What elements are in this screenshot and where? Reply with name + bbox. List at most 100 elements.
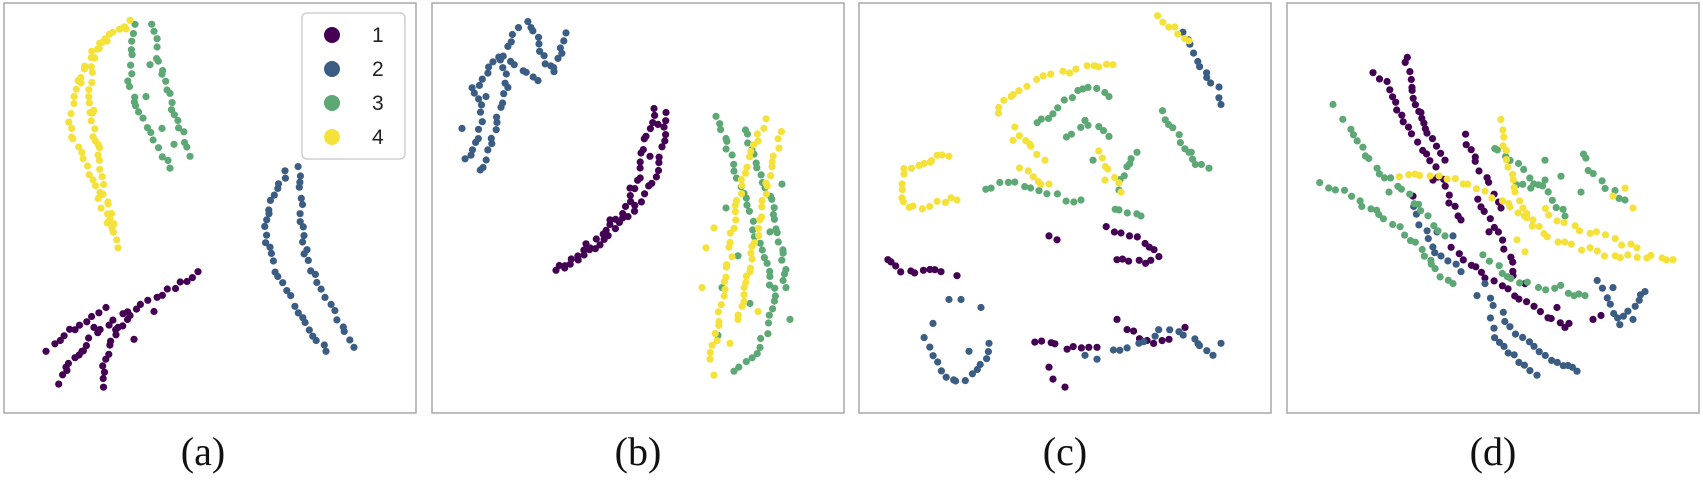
scatter-point xyxy=(1062,197,1070,205)
scatter-point xyxy=(484,69,492,77)
scatter-point xyxy=(74,77,82,85)
scatter-point xyxy=(715,321,723,330)
scatter-point xyxy=(662,131,670,139)
scatter-point xyxy=(1616,321,1624,329)
scatter-point xyxy=(507,38,515,46)
scatter-point xyxy=(1348,192,1356,200)
scatter-point xyxy=(907,164,916,172)
scatter-point xyxy=(720,292,728,300)
scatter-point xyxy=(1000,96,1008,104)
scatter-point xyxy=(1486,314,1494,322)
scatter-point xyxy=(1123,326,1131,334)
scatter-point xyxy=(1462,141,1470,149)
scatter-point xyxy=(766,272,774,281)
scatter-point xyxy=(1049,375,1057,383)
scatter-point xyxy=(768,163,776,171)
scatter-point xyxy=(1081,116,1089,124)
scatter-point xyxy=(1589,170,1597,178)
scatter-point xyxy=(749,141,758,149)
scatter-point xyxy=(920,159,928,168)
scatter-point xyxy=(274,184,282,192)
scatter-point xyxy=(1514,159,1523,168)
scatter-point xyxy=(1109,346,1117,354)
scatter-point xyxy=(1520,165,1528,173)
scatter-point xyxy=(1493,146,1501,154)
scatter-point xyxy=(1498,282,1506,290)
scatter-point xyxy=(1085,343,1093,351)
scatter-point xyxy=(171,284,180,293)
scatter-point xyxy=(1158,337,1166,345)
scatter-point xyxy=(1418,245,1426,254)
scatter-point xyxy=(474,135,482,143)
scatter-point xyxy=(757,171,765,179)
scatter-point xyxy=(1561,212,1569,220)
scatter-point xyxy=(479,163,487,172)
scatter-point xyxy=(110,220,118,228)
scatter-point xyxy=(95,309,103,317)
scatter-point xyxy=(631,201,639,209)
scatter-point xyxy=(646,125,655,133)
scatter-point xyxy=(1424,235,1432,243)
scatter-point xyxy=(1526,367,1534,375)
scatter-point xyxy=(1481,280,1489,288)
scatter-point xyxy=(779,276,787,285)
scatter-point xyxy=(320,341,328,349)
scatter-point xyxy=(1209,351,1217,359)
scatter-point xyxy=(1358,202,1366,210)
scatter-point xyxy=(168,99,176,107)
scatter-point xyxy=(1611,235,1619,243)
scatter-point xyxy=(1115,206,1123,214)
scatter-point xyxy=(1045,363,1053,371)
scatter-point xyxy=(1504,163,1512,171)
scatter-point xyxy=(976,360,984,369)
scatter-point xyxy=(762,115,770,123)
scatter-point xyxy=(1624,307,1632,315)
scatter-point xyxy=(1541,204,1549,212)
scatter-point xyxy=(85,93,93,101)
scatter-point xyxy=(1598,284,1606,292)
scatter-point xyxy=(1395,173,1403,181)
scatter-point xyxy=(1567,240,1575,248)
scatter-point xyxy=(654,166,663,175)
scatter-point xyxy=(1392,98,1400,106)
scatter-point xyxy=(1045,232,1053,240)
scatter-point xyxy=(909,202,917,210)
scatter-point xyxy=(1430,222,1438,230)
scatter-point xyxy=(753,164,761,172)
scatter-point xyxy=(1116,346,1124,354)
scatter-point xyxy=(637,198,646,206)
scatter-point xyxy=(1624,251,1632,259)
scatter-point xyxy=(1093,343,1101,351)
scatter-point xyxy=(1147,256,1155,264)
scatter-point xyxy=(281,174,289,182)
scatter-point xyxy=(1125,232,1134,240)
scatter-point xyxy=(88,68,96,76)
scatter-point xyxy=(985,339,993,347)
scatter-point xyxy=(774,238,782,246)
scatter-point xyxy=(728,253,736,261)
scatter-point xyxy=(746,299,754,308)
scatter-point xyxy=(1373,164,1381,172)
series-2 xyxy=(1410,202,1649,379)
scatter-point xyxy=(710,371,718,379)
scatter-point xyxy=(778,256,786,264)
scatter-point xyxy=(1592,228,1600,236)
scatter-point xyxy=(755,232,763,240)
scatter-point xyxy=(1548,356,1556,364)
scatter-point xyxy=(1059,67,1067,75)
scatter-point xyxy=(1189,155,1197,163)
scatter-point xyxy=(757,334,765,343)
scatter-point xyxy=(333,316,341,324)
scatter-point xyxy=(1526,174,1534,182)
scatter-point xyxy=(1375,75,1384,83)
series-2 xyxy=(458,18,570,174)
scatter-point xyxy=(1486,215,1494,223)
scatter-point xyxy=(1557,281,1565,289)
scatter-point xyxy=(1365,154,1373,163)
scatter-point xyxy=(1089,156,1097,164)
scatter-point xyxy=(94,45,102,53)
scatter-point xyxy=(740,291,748,299)
scatter-point xyxy=(149,136,157,144)
scatter-point xyxy=(716,120,724,128)
scatter-point xyxy=(499,99,507,107)
